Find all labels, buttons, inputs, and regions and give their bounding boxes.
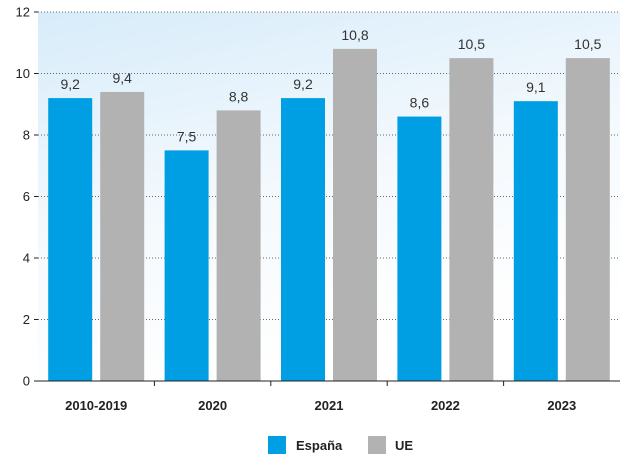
bar-espana-0: [48, 98, 93, 381]
y-axis-ticks: 0 2 4 6 8 10 12: [16, 5, 38, 389]
x-axis-categories: 2010-2019 2020 2021 2022 2023: [65, 381, 576, 413]
value-labels: 9,2 9,4 7,5 8,8 9,2 10,8 8,6 10,5 9,1 10,5: [60, 27, 601, 144]
x-category-label: 2020: [198, 398, 227, 413]
bar-ue-4: [565, 58, 610, 381]
legend-swatch-ue: [368, 436, 386, 454]
data-label-ue-2: 10,8: [341, 27, 368, 43]
y-tick-label: 4: [23, 251, 30, 266]
y-tick-label: 2: [23, 312, 30, 327]
legend: España UE: [268, 436, 413, 454]
data-label-espana-3: 8,6: [410, 95, 430, 111]
data-label-espana-4: 9,1: [526, 79, 546, 95]
x-category-label: 2021: [315, 398, 344, 413]
x-category-label: 2023: [547, 398, 576, 413]
y-tick-label: 8: [23, 128, 30, 143]
bar-espana-1: [164, 150, 209, 381]
x-category-label: 2010-2019: [65, 398, 127, 413]
data-label-ue-4: 10,5: [574, 36, 601, 52]
y-tick-label: 12: [16, 5, 30, 20]
data-label-espana-2: 9,2: [293, 76, 313, 92]
data-label-ue-3: 10,5: [458, 36, 485, 52]
data-label-ue-1: 8,8: [229, 88, 249, 104]
legend-swatch-espana: [268, 436, 286, 454]
bar-ue-2: [333, 48, 377, 382]
y-tick-label: 6: [23, 189, 30, 204]
y-tick-label: 10: [16, 66, 30, 81]
bar-espana-2: [281, 98, 325, 381]
bar-ue-1: [216, 110, 261, 382]
data-label-ue-0: 9,4: [112, 70, 132, 86]
bar-ue-0: [100, 91, 145, 381]
data-label-espana-1: 7,5: [177, 128, 197, 144]
bar-espana-4: [513, 101, 558, 382]
legend-label-espana: España: [296, 438, 343, 453]
y-tick-label: 0: [23, 374, 30, 389]
x-category-label: 2022: [431, 398, 460, 413]
bar-ue-3: [449, 58, 494, 381]
bars: [48, 48, 610, 382]
data-label-espana-0: 9,2: [60, 76, 80, 92]
bar-espana-3: [397, 116, 442, 382]
legend-label-ue: UE: [395, 438, 413, 453]
